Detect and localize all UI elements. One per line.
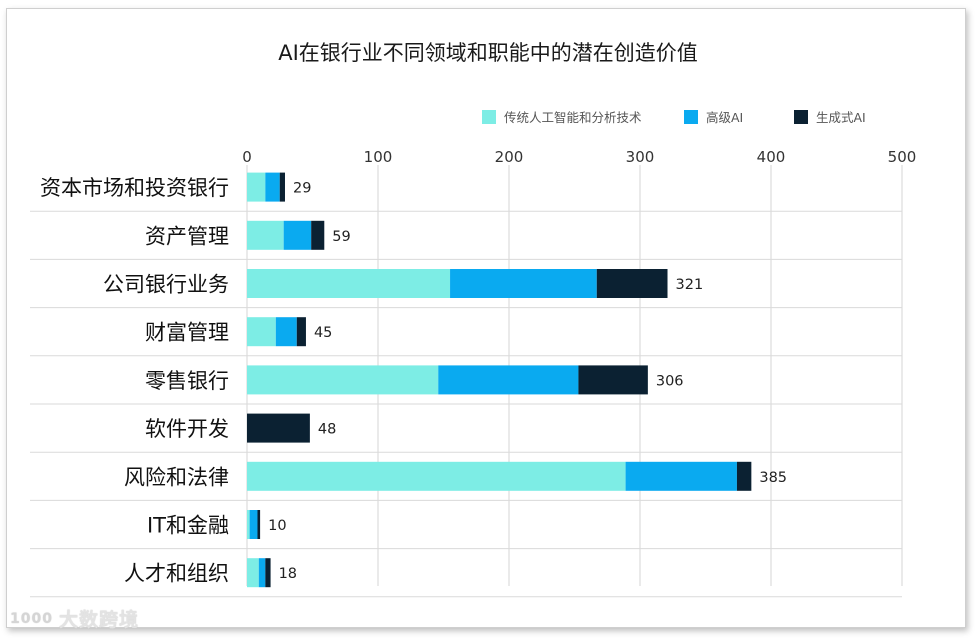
category-label: 公司银行业务 <box>103 273 229 297</box>
bar-segment <box>247 269 451 298</box>
watermark: 1000 大数跨境 <box>10 605 139 632</box>
watermark-text: 大数跨境 <box>58 609 139 631</box>
legend-swatch <box>684 110 698 124</box>
bar-segment <box>247 220 284 250</box>
legend-swatch <box>794 110 808 124</box>
bar-segment <box>736 461 752 491</box>
x-tick-label: 500 <box>888 148 917 166</box>
bar-segment <box>279 172 285 202</box>
data-label: 385 <box>759 470 787 486</box>
x-tick-label: 0 <box>242 148 252 166</box>
bar-segment <box>247 558 259 588</box>
bar-segment <box>450 269 597 298</box>
category-label: 人才和组织 <box>124 562 229 586</box>
bar-row: 资本市场和投资银行 29 <box>40 172 311 202</box>
bar-segment <box>247 510 250 539</box>
bar-row: IT和金融 10 <box>147 510 287 539</box>
bar-segment <box>258 558 266 588</box>
bar-segment <box>625 461 737 491</box>
bar-segment <box>275 317 297 347</box>
data-label: 18 <box>279 566 297 582</box>
category-label: 零售银行 <box>145 369 229 393</box>
x-tick-label: 200 <box>495 148 524 166</box>
bar-rows: 资本市场和投资银行 29 资产管理 59 公司银行业务 321 财富管理 45 零售银行 306 软… <box>40 172 787 588</box>
data-label: 321 <box>676 277 704 293</box>
x-tick-label: 100 <box>364 148 393 166</box>
data-label: 45 <box>314 325 332 341</box>
bar-row: 财富管理 45 <box>145 317 332 347</box>
category-label: 资本市场和投资银行 <box>40 176 229 200</box>
bar-segment <box>578 365 648 395</box>
bar-segment <box>247 172 266 202</box>
bar-row: 资产管理 59 <box>145 220 351 250</box>
bar-segment <box>247 317 276 347</box>
legend-label: 传统人工智能和分析技术 <box>504 110 642 125</box>
bar-segment <box>247 365 439 395</box>
category-label: 软件开发 <box>145 417 229 441</box>
x-tick-label: 300 <box>626 148 655 166</box>
bar-segment <box>283 220 312 250</box>
watermark-logo: 1000 <box>10 610 53 627</box>
category-label: 财富管理 <box>145 321 229 345</box>
bar-segment <box>247 413 310 443</box>
x-axis-ticks: 0 100 200 300 400 500 <box>242 148 916 166</box>
bar-row: 零售银行 306 <box>145 365 684 395</box>
category-label: 资产管理 <box>145 224 229 248</box>
legend-swatch <box>482 110 496 124</box>
bar-segment <box>247 461 626 491</box>
bar-row: 公司银行业务 321 <box>103 269 703 298</box>
category-label: IT和金融 <box>147 514 229 538</box>
data-label: 29 <box>293 181 311 197</box>
bar-segment <box>438 365 579 395</box>
bar-segment <box>311 220 325 250</box>
bar-segment <box>257 510 261 539</box>
bar-segment <box>265 558 271 588</box>
bar-segment <box>596 269 668 298</box>
bar-segment <box>249 510 258 539</box>
legend-label: 生成式AI <box>816 110 866 125</box>
data-label: 10 <box>268 518 286 534</box>
category-label: 风险和法律 <box>124 465 229 489</box>
chart-title: AI在银行业不同领域和职能中的潜在创造价值 <box>278 41 698 65</box>
data-label: 48 <box>318 422 336 438</box>
bar-row: 人才和组织 18 <box>124 558 297 588</box>
legend-label: 高级AI <box>706 110 743 125</box>
data-label: 306 <box>656 373 684 389</box>
bar-row: 软件开发 48 <box>145 413 336 443</box>
bar-segment <box>296 317 306 347</box>
bar-row: 风险和法律 385 <box>124 461 787 491</box>
data-label: 59 <box>332 229 350 245</box>
chart-legend: 传统人工智能和分析技术 高级AI 生成式AI <box>482 110 866 125</box>
bar-segment <box>265 172 280 202</box>
x-tick-label: 400 <box>757 148 786 166</box>
